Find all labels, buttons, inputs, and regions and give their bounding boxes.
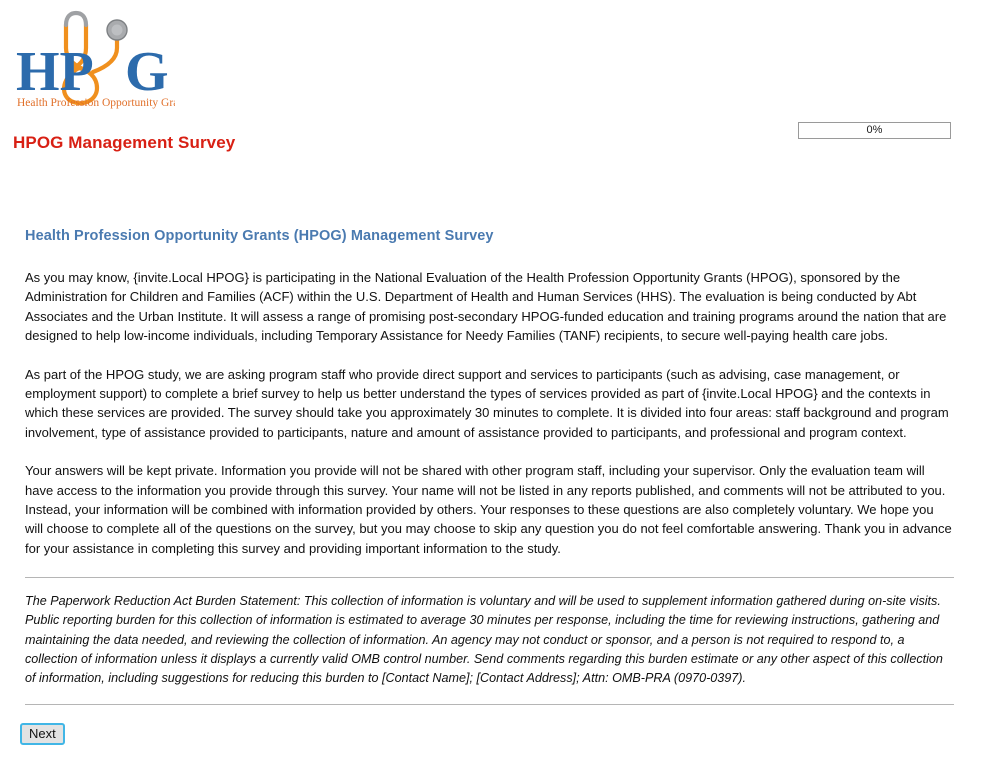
survey-progress-bar: 0% — [798, 122, 951, 139]
survey-intro-content: Health Profession Opportunity Grants (HP… — [25, 228, 954, 719]
svg-text:HP: HP — [16, 41, 94, 103]
progress-percent-label: 0% — [866, 124, 883, 136]
svg-text:G: G — [125, 41, 169, 103]
svg-text:Health Profession Opportunity: Health Profession Opportunity Grants — [17, 97, 175, 109]
paperwork-reduction-act-statement: The Paperwork Reduction Act Burden State… — [25, 594, 943, 686]
intro-paragraph-2: As part of the HPOG study, we are asking… — [25, 366, 949, 440]
section-heading: Health Profession Opportunity Grants (HP… — [25, 228, 494, 244]
intro-paragraph-3: Your answers will be kept private. Infor… — [25, 463, 952, 556]
survey-footer: Next — [20, 723, 65, 745]
divider-bottom — [25, 704, 954, 706]
hpog-logo: HP G Health Profession Opportunity Grant… — [13, 8, 175, 110]
divider-top — [25, 577, 954, 579]
page-title: HPOG Management Survey — [13, 133, 236, 152]
next-button[interactable]: Next — [20, 723, 65, 745]
page-header: HP G Health Profession Opportunity Grant… — [0, 0, 983, 160]
intro-paragraph-1: As you may know, {invite.Local HPOG} is … — [25, 270, 947, 344]
